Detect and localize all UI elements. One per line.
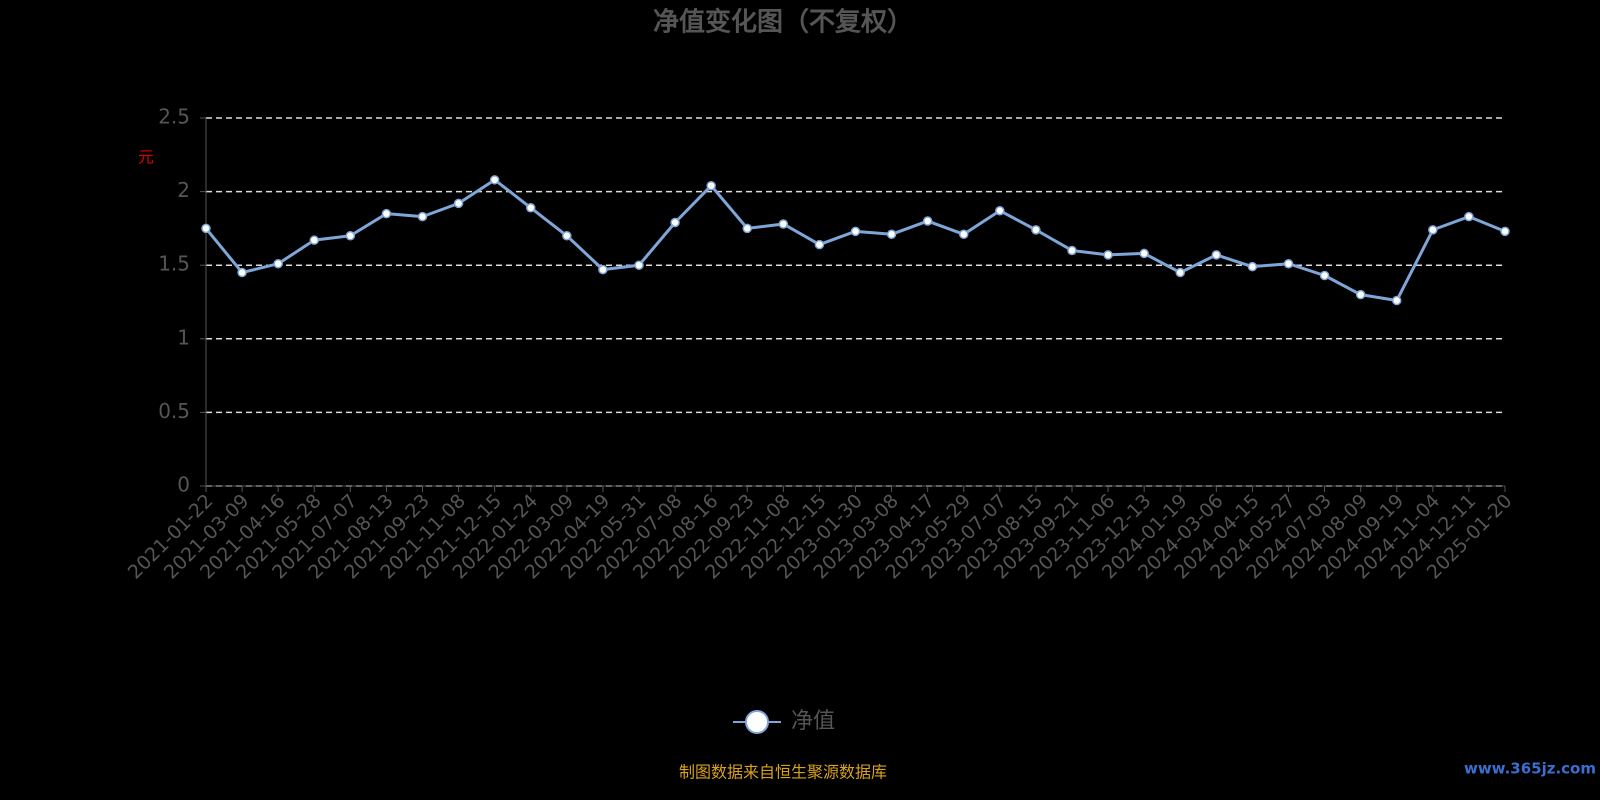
data-point bbox=[1031, 225, 1041, 235]
data-point bbox=[526, 203, 536, 213]
data-point bbox=[345, 231, 356, 241]
data-point bbox=[1175, 267, 1185, 278]
y-tick-label: 2 bbox=[177, 178, 190, 202]
data-point bbox=[1139, 248, 1149, 259]
data-point bbox=[309, 235, 319, 245]
y-tick-label: 1 bbox=[177, 325, 190, 349]
data-point bbox=[1211, 250, 1222, 260]
watermark: www.365jz.com bbox=[1464, 760, 1596, 778]
legend-label: 净值 bbox=[791, 709, 835, 734]
data-point bbox=[1247, 261, 1258, 272]
data-point bbox=[1319, 270, 1330, 281]
data-point bbox=[1103, 250, 1113, 260]
data-point bbox=[273, 258, 283, 269]
data-point bbox=[417, 211, 428, 222]
data-point bbox=[995, 205, 1005, 216]
source-note: 制图数据来自恒生聚源数据库 bbox=[679, 763, 887, 782]
data-point bbox=[1067, 245, 1077, 256]
data-point bbox=[1392, 295, 1402, 306]
data-point bbox=[1500, 226, 1510, 237]
data-point bbox=[1464, 211, 1474, 222]
y-axis-label: 元 bbox=[138, 148, 154, 167]
data-point bbox=[489, 175, 500, 185]
y-tick-label: 1.5 bbox=[158, 252, 190, 276]
data-point bbox=[634, 260, 644, 270]
chart-title: 净值变化图（不复权） bbox=[653, 7, 913, 38]
data-point bbox=[742, 223, 752, 234]
data-point bbox=[959, 229, 969, 240]
y-tick-label: 0.5 bbox=[158, 399, 190, 423]
data-point bbox=[670, 217, 680, 228]
y-tick-label: 0 bbox=[177, 473, 190, 497]
data-point bbox=[706, 180, 716, 191]
data-point bbox=[886, 229, 897, 240]
data-point bbox=[1283, 258, 1294, 269]
y-tick-label: 2.5 bbox=[158, 105, 190, 129]
data-point bbox=[1428, 225, 1438, 235]
data-point bbox=[562, 231, 572, 241]
data-point bbox=[778, 219, 789, 229]
data-point bbox=[922, 216, 933, 226]
data-point bbox=[1355, 289, 1366, 300]
data-point bbox=[814, 239, 825, 250]
legend-marker bbox=[745, 710, 769, 734]
data-point bbox=[381, 208, 392, 219]
data-point bbox=[453, 198, 464, 209]
data-point bbox=[850, 226, 861, 237]
data-point bbox=[201, 223, 211, 234]
data-point bbox=[237, 267, 247, 278]
data-point bbox=[598, 264, 608, 275]
